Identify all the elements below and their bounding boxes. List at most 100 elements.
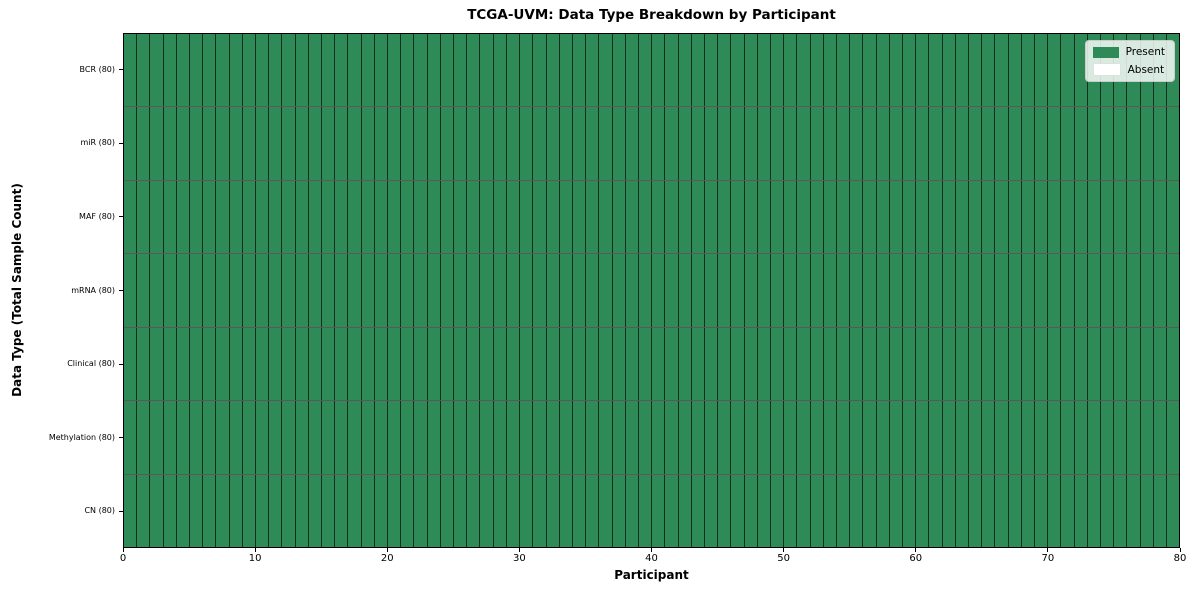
heatmap-cell xyxy=(480,34,494,107)
heatmap-cell xyxy=(282,327,296,401)
heatmap-cell xyxy=(1101,327,1115,401)
heatmap-cell xyxy=(361,107,375,180)
heatmap-cell xyxy=(784,401,798,474)
heatmap-cell xyxy=(572,180,587,254)
heatmap-cell xyxy=(467,401,481,474)
heatmap-cell xyxy=(295,401,309,474)
heatmap-cell xyxy=(1087,254,1102,327)
heatmap-cell xyxy=(295,327,309,401)
heatmap-cell xyxy=(652,327,666,401)
heatmap-cell xyxy=(731,107,745,180)
heatmap-cell xyxy=(770,34,785,107)
heatmap-cell xyxy=(744,254,758,327)
heatmap-cell xyxy=(770,474,785,547)
heatmap-cell xyxy=(269,474,283,547)
heatmap-cell xyxy=(242,107,257,180)
heatmap-cell xyxy=(652,474,666,547)
heatmap-cell xyxy=(850,107,864,180)
heatmap-cell xyxy=(665,474,679,547)
heatmap-row xyxy=(124,327,1180,402)
heatmap-cell xyxy=(1114,327,1128,401)
heatmap-cell xyxy=(322,254,336,327)
heatmap-cell xyxy=(1114,401,1128,474)
heatmap-cell xyxy=(916,401,930,474)
heatmap-cell xyxy=(942,327,956,401)
heatmap-cell xyxy=(216,34,230,107)
heatmap-cell xyxy=(361,401,375,474)
heatmap-cell xyxy=(242,180,257,254)
heatmap-cell xyxy=(1127,254,1141,327)
heatmap-cell xyxy=(586,34,600,107)
heatmap-cell xyxy=(348,401,362,474)
heatmap-cell xyxy=(440,180,455,254)
heatmap-cell xyxy=(163,327,177,401)
heatmap-cell xyxy=(520,34,534,107)
heatmap-cell xyxy=(599,254,613,327)
x-tick-label: 20 xyxy=(380,553,394,564)
heatmap-cell xyxy=(190,254,204,327)
heatmap-cell xyxy=(1087,401,1102,474)
heatmap-cell xyxy=(1114,107,1128,180)
heatmap-cell xyxy=(269,34,283,107)
heatmap-cell xyxy=(374,327,389,401)
heatmap-cell xyxy=(203,34,217,107)
heatmap-cell xyxy=(1008,254,1022,327)
heatmap-cell xyxy=(454,401,468,474)
heatmap-cell xyxy=(533,107,547,180)
heatmap-cell xyxy=(691,474,705,547)
heatmap-cell xyxy=(744,34,758,107)
heatmap-cell xyxy=(546,474,560,547)
heatmap-cell xyxy=(625,34,639,107)
heatmap-cell xyxy=(678,327,692,401)
heatmap-cell xyxy=(414,474,428,547)
heatmap-cell xyxy=(190,474,204,547)
heatmap-cell xyxy=(982,401,996,474)
heatmap-cell xyxy=(969,180,983,254)
heatmap-cell xyxy=(374,474,389,547)
heatmap-cell xyxy=(322,474,336,547)
heatmap-cell xyxy=(269,180,283,254)
heatmap-cell xyxy=(625,401,639,474)
y-tick-mark xyxy=(119,437,123,439)
heatmap-cell xyxy=(916,474,930,547)
heatmap-cell xyxy=(401,327,415,401)
heatmap-cell xyxy=(969,34,983,107)
heatmap-cell xyxy=(1153,474,1168,547)
heatmap-cell xyxy=(572,474,587,547)
heatmap-cell xyxy=(678,107,692,180)
heatmap-cell xyxy=(150,107,164,180)
heatmap-cell xyxy=(810,34,824,107)
heatmap-cell xyxy=(638,401,653,474)
heatmap-cell xyxy=(969,327,983,401)
heatmap-cell xyxy=(718,254,732,327)
heatmap-cell xyxy=(229,401,243,474)
heatmap-cell xyxy=(731,401,745,474)
heatmap-cell xyxy=(493,254,507,327)
heatmap-cell xyxy=(638,327,653,401)
heatmap-cell xyxy=(401,34,415,107)
heatmap-cell xyxy=(546,180,560,254)
heatmap-cell xyxy=(731,474,745,547)
heatmap-cell xyxy=(374,180,389,254)
heatmap-cell xyxy=(691,327,705,401)
heatmap-cell xyxy=(757,474,771,547)
heatmap-cell xyxy=(1153,180,1168,254)
heatmap-cell xyxy=(216,180,230,254)
heatmap-cell xyxy=(942,474,956,547)
heatmap-cell xyxy=(1167,327,1180,401)
heatmap-cell xyxy=(797,401,811,474)
heatmap-cell xyxy=(691,180,705,254)
heatmap-cell xyxy=(546,401,560,474)
heatmap-cell xyxy=(1048,327,1062,401)
heatmap-cell xyxy=(176,254,191,327)
heatmap-cell xyxy=(902,474,917,547)
heatmap-cell xyxy=(176,180,191,254)
heatmap-cell xyxy=(902,180,917,254)
heatmap-cell xyxy=(242,34,257,107)
heatmap-cell xyxy=(876,474,890,547)
heatmap-cell xyxy=(1074,180,1088,254)
heatmap-cell xyxy=(1061,474,1075,547)
heatmap-cell xyxy=(665,180,679,254)
heatmap-cell xyxy=(784,254,798,327)
x-tick-label: 0 xyxy=(119,553,127,564)
